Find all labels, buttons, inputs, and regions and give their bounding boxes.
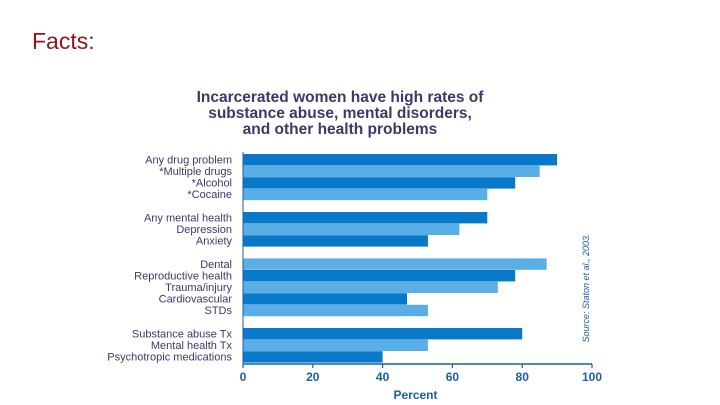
category-label: Cardiovascular [159, 294, 233, 306]
bar [243, 154, 558, 166]
category-label: Reproductive health [134, 270, 232, 282]
category-label: Dental [200, 259, 232, 271]
bar [243, 188, 488, 201]
category-label: Psychotropic medications [107, 352, 232, 364]
bar [243, 351, 383, 363]
category-labels: Any drug problem*Multiple drugs*Alcohol*… [107, 154, 232, 363]
x-tick-label: 40 [376, 370, 390, 384]
category-label: *Alcohol [192, 178, 232, 190]
x-tick-label: 60 [446, 370, 460, 384]
bar [243, 304, 428, 317]
bar [243, 293, 408, 305]
category-label: Trauma/injury [165, 282, 232, 294]
bar [243, 258, 547, 270]
category-label: Anxiety [196, 236, 233, 248]
x-axis: 0 20 40 60 80 100 Percent [240, 152, 602, 402]
category-label: *Cocaine [187, 189, 232, 201]
x-tick-label: 80 [516, 370, 530, 384]
chart-title: Incarcerated women have high rates ofsub… [197, 89, 485, 138]
chart-title-line: Incarcerated women have high rates of [197, 89, 485, 106]
category-label: Mental health Tx [151, 340, 233, 352]
x-tick-label: 20 [306, 370, 320, 384]
slide-title: Facts: [32, 28, 95, 54]
bar [243, 165, 540, 177]
bar [243, 223, 460, 235]
chart-bars [243, 154, 558, 363]
category-label: Any mental health [144, 212, 232, 224]
source-text: Source: Staton et al., 2003. [581, 233, 591, 342]
x-tick-label: 0 [240, 370, 247, 384]
bar [243, 177, 516, 189]
category-label: Depression [176, 224, 232, 236]
bar [243, 212, 488, 224]
bar [243, 339, 428, 351]
chart-title-line: substance abuse, mental disorders, [208, 105, 472, 122]
bar [243, 235, 428, 247]
bar [243, 328, 523, 340]
category-label: *Multiple drugs [159, 166, 232, 178]
chart-title-line: and other health problems [243, 121, 438, 138]
bar [243, 270, 516, 282]
category-label: Any drug problem [145, 154, 232, 166]
bar [243, 281, 498, 293]
x-axis-label: Percent [393, 388, 437, 402]
source-note: Source: Staton et al., 2003. [581, 233, 591, 342]
x-tick-label: 100 [582, 370, 602, 384]
category-label: STDs [205, 305, 233, 317]
category-label: Substance abuse Tx [132, 328, 233, 340]
